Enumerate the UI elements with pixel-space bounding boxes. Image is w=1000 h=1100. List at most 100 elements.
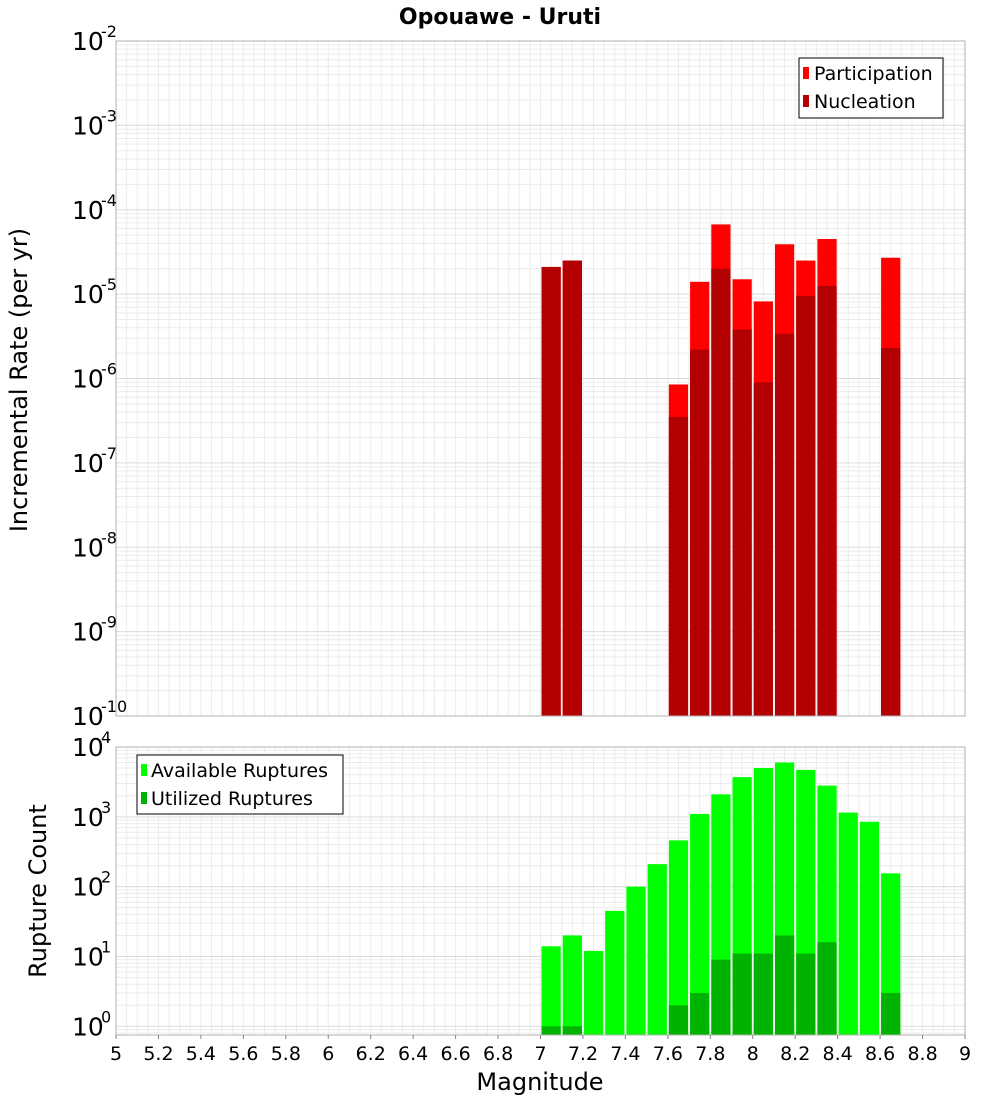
y-tick-exponent: -9 [101,613,117,632]
bars-panel-0 [541,224,901,717]
bar-nucleation [562,260,582,716]
x-tick-label: 5 [110,1043,122,1065]
y-tick-exponent: -10 [101,697,127,716]
grid-panel-0 [115,40,966,717]
y-tick-exponent: 1 [101,937,111,956]
bar-utilized-ruptures [881,992,901,1035]
legend-swatch [141,764,147,776]
x-tick-label: 7.6 [653,1043,683,1065]
bar-available-ruptures [838,812,858,1035]
y-tick-exponent: 0 [101,1007,111,1026]
y-tick-label: 10-6 [72,360,117,394]
y-tick-label: 10-10 [72,697,127,731]
x-axis-title: Magnitude [476,1068,603,1096]
bar-utilized-ruptures [562,1026,582,1035]
bar-available-ruptures [859,821,880,1035]
bar-available-ruptures [690,813,710,1035]
y-tick-base: 10 [72,27,104,56]
bar-available-ruptures [583,950,604,1035]
x-tick-label: 5.2 [143,1043,173,1065]
top-y-axis-title: Incremental Rate (per yr) [5,228,33,532]
y-tick-base: 10 [72,533,104,562]
bar-available-ruptures [541,946,561,1035]
y-tick-label: 103 [72,798,111,832]
y-tick-base: 10 [72,618,104,647]
y-tick-base: 10 [72,1012,104,1041]
y-tick-exponent: -4 [101,191,117,210]
y-tick-base: 10 [72,873,104,902]
y-tick-label: 10-7 [72,444,117,478]
x-tick-label: 6.8 [483,1043,513,1065]
y-tick-base: 10 [72,196,104,225]
y-tick-base: 10 [72,111,104,140]
x-tick-label: 6.2 [356,1043,386,1065]
y-tick-base: 10 [72,803,104,832]
y-tick-label: 104 [72,728,111,762]
y-tick-label: 102 [72,868,111,902]
legend-box [136,754,344,815]
y-tick-exponent: -5 [101,275,117,294]
x-tick-label: 6 [322,1043,334,1065]
x-tick-label: 9 [959,1043,971,1065]
y-tick-exponent: 3 [101,798,111,817]
y-tick-base: 10 [72,942,104,971]
legend-label: Available Ruptures [151,760,328,782]
x-tick-label: 7.8 [695,1043,725,1065]
x-tick-label: 5.4 [186,1043,216,1065]
bar-nucleation [690,349,710,716]
y-tick-label: 10-8 [72,528,117,562]
y-tick-exponent: -3 [101,106,117,125]
plot-frame-0 [115,40,966,717]
y-tick-exponent: 2 [101,868,111,887]
y-tick-exponent: -6 [101,360,117,379]
y-tick-exponent: -8 [101,528,117,547]
legend-swatch [141,792,147,804]
y-tick-base: 10 [72,702,104,731]
bar-available-ruptures [668,840,689,1035]
bar-nucleation [541,266,561,716]
bar-utilized-ruptures [541,1026,561,1035]
bars-panel-1 [541,762,901,1035]
x-tick-label: 8 [747,1043,759,1065]
legend-label: Participation [814,63,933,85]
bar-nucleation [711,268,731,716]
x-tick-label: 6.6 [440,1043,470,1065]
y-tick-label: 10-5 [72,275,117,309]
y-tick-exponent: 4 [101,728,111,747]
x-tick-label: 5.8 [271,1043,301,1065]
bar-utilized-ruptures [711,959,731,1035]
bar-nucleation [881,347,901,716]
x-tick-label: 8.8 [907,1043,937,1065]
bar-utilized-ruptures [774,935,795,1035]
y-tick-label: 10-3 [72,106,117,140]
x-tick-label: 8.4 [823,1043,853,1065]
bar-available-ruptures [605,910,625,1035]
bar-nucleation [732,329,752,716]
bar-utilized-ruptures [753,953,773,1035]
y-tick-label: 10-9 [72,613,117,647]
x-tick-label: 5.6 [228,1043,258,1065]
bar-utilized-ruptures [732,953,752,1035]
legend-box [798,57,944,119]
legend-label: Utilized Ruptures [151,788,313,810]
y-tick-exponent: -2 [101,22,117,41]
x-tick-label: 6.4 [398,1043,428,1065]
y-tick-base: 10 [72,733,104,762]
y-tick-label: 100 [72,1007,111,1041]
y-tick-base: 10 [72,280,104,309]
bar-utilized-ruptures [817,942,837,1035]
x-tick-label: 7 [534,1043,546,1065]
y-tick-base: 10 [72,449,104,478]
bar-available-ruptures [647,864,667,1035]
y-tick-label: 10-2 [72,22,117,56]
bar-available-ruptures [626,886,646,1035]
y-tick-base: 10 [72,365,104,394]
bar-utilized-ruptures [690,992,710,1035]
legend-swatch [803,67,809,79]
y-tick-exponent: -7 [101,444,117,463]
legend-panel-0: Participation Nucleation [798,57,944,119]
bar-nucleation [668,416,689,716]
x-tick-label: 7.2 [568,1043,598,1065]
